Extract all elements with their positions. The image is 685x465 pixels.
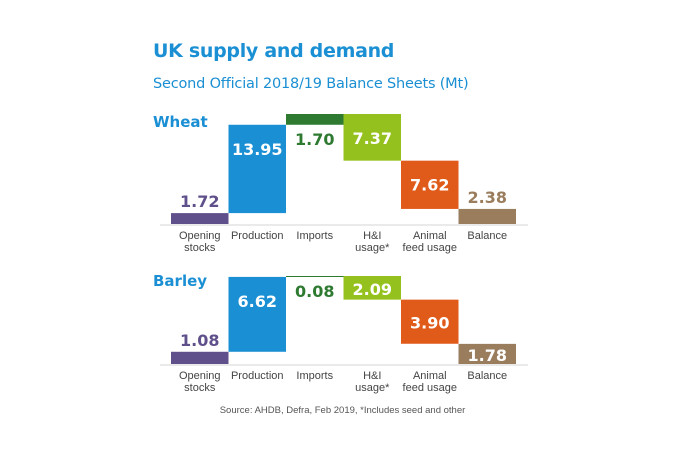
category-label: Animal: [413, 230, 447, 242]
category-label: H&I: [363, 370, 381, 382]
category-label: Imports: [296, 230, 333, 242]
category-label: Balance: [467, 370, 507, 382]
category-label: stocks: [184, 382, 216, 394]
bar-hi-usage: [343, 114, 401, 161]
value-label: 2.38: [468, 188, 507, 207]
bar-hi-usage: [343, 276, 401, 300]
category-label: Production: [231, 370, 284, 382]
bar-animal-feed: [401, 160, 459, 209]
category-label: Opening: [179, 230, 221, 242]
source-note: Source: AHDB, Defra, Feb 2019, *Includes…: [219, 405, 466, 416]
value-label: 1.70: [295, 130, 334, 149]
bar-balance: [458, 208, 516, 224]
bar-production: [228, 276, 286, 352]
wheat-section-title: Wheat: [153, 113, 208, 131]
category-label: feed usage: [403, 242, 457, 254]
category-label: feed usage: [403, 382, 457, 394]
value-label: 1.08: [180, 331, 219, 350]
value-label: 1.72: [180, 192, 219, 211]
bar-imports: [286, 114, 344, 125]
value-label: 1.78: [468, 346, 507, 365]
category-label: H&I: [363, 230, 381, 242]
category-label: usage*: [355, 242, 390, 254]
value-label: 0.08: [295, 282, 334, 301]
category-label: usage*: [355, 382, 390, 394]
value-label: 7.62: [410, 176, 449, 195]
bar-production: [228, 124, 286, 214]
bar-balance: [458, 343, 516, 364]
category-label: Imports: [296, 370, 333, 382]
barley-section-title: Barley: [153, 272, 208, 290]
value-label: 3.90: [410, 314, 449, 333]
category-label: Production: [231, 230, 284, 242]
value-label: 7.37: [353, 129, 392, 148]
chart-subtitle: Second Official 2018/19 Balance Sheets (…: [153, 76, 469, 92]
category-label: Opening: [179, 370, 221, 382]
category-label: Animal: [413, 370, 447, 382]
chart-title: UK supply and demand: [153, 40, 395, 62]
value-label: 2.09: [353, 280, 392, 299]
value-label: 13.95: [232, 140, 283, 159]
bar-opening-stocks: [171, 213, 229, 224]
value-label: 6.62: [238, 292, 277, 311]
category-label: Balance: [467, 230, 507, 242]
bar-opening-stocks: [171, 351, 229, 364]
bar-animal-feed: [401, 299, 459, 344]
bar-imports: [286, 276, 344, 277]
category-label: stocks: [184, 242, 216, 254]
